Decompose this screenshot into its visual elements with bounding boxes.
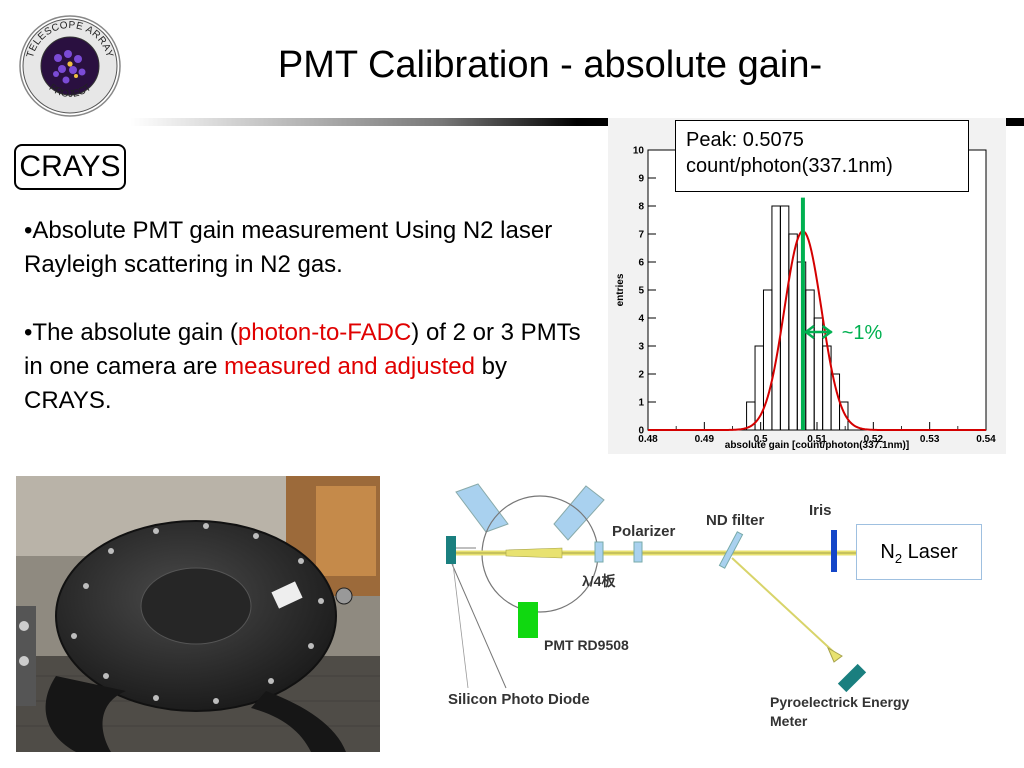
x-tick-label: 0.52 [864,434,884,445]
y-tick-label: 5 [638,286,644,297]
svg-text:PROJECT: PROJECT [47,82,94,100]
nd-filter-label: ND filter [706,512,765,529]
y-tick-label: 3 [638,342,644,353]
nd-filter-element [718,531,744,569]
laser-label: N2 Laser [856,524,982,580]
x-tick-label: 0.49 [695,434,715,445]
telescope-array-logo: TELESCOPE ARRAY PROJECT [19,15,121,117]
x-axis-label: absolute gain [count/photon(337.1nm)] [725,440,909,451]
y-axis-label: entries [615,273,626,306]
y-tick-label: 0 [638,426,644,437]
beam-focus [505,547,563,559]
pmt-label: PMT RD9508 [544,637,629,653]
x-tick-label: 0.54 [976,434,996,445]
iris-element [831,530,837,572]
photodiode-leader [451,563,507,689]
pmt-block [518,602,538,638]
width-arrow-head-left [803,325,815,339]
lambda-plate-label: λ/4板 [582,573,616,589]
y-tick-label: 8 [638,202,644,213]
polarizer-label: Polarizer [612,523,676,540]
lambda-plate [594,541,604,563]
x-tick-label: 0.48 [638,434,658,445]
histogram-svg: 0.48 0.49 0.5 0.51 0.52 0.53 0.54012345678910 … [615,146,996,452]
side-window-left [455,483,509,533]
bullet-2-pre: •The absolute gain ( [24,319,238,346]
plot-frame [647,149,987,431]
y-tick-label: 10 [633,146,645,157]
x-tick-label: 0.5 [754,434,768,445]
bullet-2-red2: measured and adjusted [224,353,475,380]
y-tick-label: 7 [638,230,644,241]
y-tick-label: 1 [638,398,644,409]
bullet-2-mid: ) of 2 or 3 PMTs in one camera are [24,319,581,380]
energy-meter-block [837,663,867,693]
laser-prefix: N [880,541,895,563]
side-window-right [553,485,605,541]
y-tick-label: 4 [638,314,644,325]
bullet-2: •The absolute gain (photon-to-FADC) of 2… [24,316,594,418]
reflected-beam-tip [826,646,843,663]
y-tick-label: 6 [638,258,644,269]
peak-unit: count/photon(337.1nm) [686,155,893,177]
y-tick-label: 2 [638,370,644,381]
x-tick-label: 0.53 [920,434,940,445]
laser-suffix: Laser [902,541,958,563]
energy-meter-label-1: Pyroelectrick Energy [770,694,910,710]
photodiode-block [446,536,456,564]
optical-setup-diagram: Polarizer ND filter Iris λ/4板 PMT RD9508… [446,483,910,729]
x-tick-label: 0.51 [807,434,827,445]
peak-info-box: Peak: 0.5075 count/photon(337.1nm) [675,120,969,192]
peak-value: Peak: 0.5075 [686,129,804,151]
iris-label: Iris [809,502,832,519]
y-tick-label: 9 [638,174,644,185]
laser-subscript: 2 [894,551,903,566]
bullet-2-post: by CRAYS. [24,353,507,414]
energy-meter-label-2: Meter [770,713,808,729]
width-annotation: ~1% [842,322,883,344]
photodiode-leader-2 [452,563,469,689]
apparatus-photo [16,476,380,752]
section-label: CRAYS [14,144,126,190]
polarizer-element [633,541,643,563]
reflected-beam [731,557,839,657]
gaussian-fit-curve [648,230,986,431]
logo-ring-text-bottom: PROJECT [47,82,94,100]
bullet-2-red1: photon-to-FADC [237,319,412,346]
title-divider [130,118,1024,126]
bullet-1: •Absolute PMT gain measurement Using N2 … [24,217,553,278]
photodiode-label: Silicon Photo Diode [448,691,590,708]
width-arrow [803,325,833,339]
slide-title: PMT Calibration - absolute gain- [277,44,823,86]
histogram-bin [839,401,849,431]
width-arrow-head-right [821,325,833,339]
